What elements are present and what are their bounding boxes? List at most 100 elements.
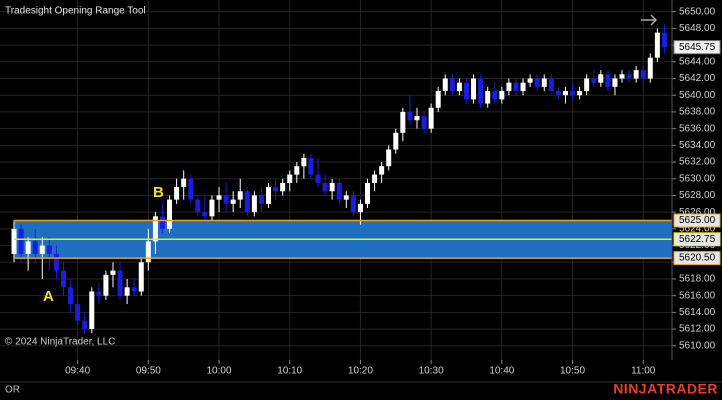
y-tick-label: 5614.00	[679, 307, 716, 318]
candle-body	[152, 216, 158, 242]
y-tick-label: 5612.00	[679, 324, 716, 335]
y-tick-label: 5650.00	[679, 6, 716, 17]
y-tick-label: 5618.00	[679, 274, 716, 285]
candle-body	[209, 199, 215, 217]
candle-body	[407, 111, 413, 121]
x-tick-label: 10:40	[489, 366, 514, 377]
chart-title: Tradesight Opening Range Tool	[5, 6, 146, 17]
candle-body	[350, 195, 356, 213]
y-tick-label: 5644.00	[679, 56, 716, 67]
marks	[11, 24, 672, 334]
candle-body	[626, 74, 632, 79]
y-tick-label: 5626.00	[679, 207, 716, 218]
candle-body	[251, 195, 257, 213]
candle-body	[138, 262, 144, 292]
candle-body	[421, 116, 427, 129]
candle-body	[336, 182, 342, 200]
y-tick-label: 5632.00	[679, 157, 716, 168]
candle-body	[60, 270, 66, 288]
candle-body	[195, 199, 201, 213]
y-tick-label: 5616.00	[679, 290, 716, 301]
x-tick-label: 09:40	[65, 366, 90, 377]
candle-body	[372, 174, 378, 183]
candle-body	[661, 32, 667, 48]
candle-body	[379, 166, 385, 175]
candle-body	[591, 78, 597, 83]
candle-body	[400, 111, 406, 133]
candle-body	[32, 241, 38, 254]
price-marker	[673, 232, 721, 247]
x-tick-label: 10:10	[277, 366, 302, 377]
price-marker-label: 5620.50	[679, 253, 716, 264]
candle-body	[548, 78, 554, 92]
last-price-marker	[673, 40, 721, 55]
candle-body	[442, 78, 448, 92]
candle-body	[216, 195, 222, 200]
candle-body	[230, 199, 236, 204]
candle-body	[386, 149, 392, 167]
y-tick-label: 5624.00	[679, 224, 716, 235]
x-tick-label: 10:50	[560, 366, 585, 377]
candle-body	[145, 241, 151, 263]
candle-body	[506, 82, 512, 92]
candle-body	[562, 91, 568, 96]
candle-body	[174, 187, 180, 200]
candle-body	[11, 228, 17, 254]
x-tick-label: 10:30	[419, 366, 444, 377]
candle-body	[124, 287, 130, 296]
candle-body	[456, 82, 462, 92]
x-tick-label: 10:00	[207, 366, 232, 377]
copyright: © 2024 NinjaTrader, LLC	[5, 337, 115, 348]
y-tick-label: 5648.00	[679, 23, 716, 34]
candle-body	[301, 157, 307, 167]
candle-body	[258, 195, 264, 204]
y-tick-label: 5636.00	[679, 123, 716, 134]
candle-body	[329, 182, 335, 192]
candle-body	[53, 253, 59, 271]
candle-body	[492, 91, 498, 100]
candle-body	[520, 82, 526, 92]
candle-body	[513, 82, 519, 92]
annotation: B	[153, 184, 164, 201]
candle-body	[527, 78, 533, 83]
candle-body	[89, 291, 95, 330]
arrow-icon	[641, 14, 658, 26]
candle-body	[266, 187, 272, 204]
candle-body	[471, 78, 477, 100]
candle-body	[449, 78, 455, 92]
candle-body	[18, 228, 24, 254]
y-tick-label: 5642.00	[679, 73, 716, 84]
candle-body	[39, 245, 45, 254]
candle-body	[96, 291, 102, 296]
y-tick-label: 5638.00	[679, 107, 716, 118]
footer-label: OR	[5, 385, 20, 396]
candle-body	[428, 107, 434, 129]
y-tick-label: 5628.00	[679, 190, 716, 201]
candle-body	[159, 216, 165, 229]
candle-body	[103, 274, 109, 296]
candle-body	[46, 245, 52, 254]
last-price-label: 5645.75	[679, 42, 716, 53]
candle-body	[584, 78, 590, 92]
candle-body	[244, 191, 250, 213]
candle-body	[463, 82, 469, 100]
candle-body	[75, 304, 81, 321]
price-marker-label: 5622.75	[679, 234, 716, 245]
candle-body	[478, 78, 484, 104]
grid	[0, 0, 672, 360]
candle-body	[280, 182, 286, 192]
candle-body	[640, 70, 646, 79]
candle-body	[647, 57, 653, 79]
y-tick-label: 5640.00	[679, 90, 716, 101]
x-tick-label: 09:50	[136, 366, 161, 377]
candle-body	[223, 195, 229, 204]
candle-body	[315, 174, 321, 183]
candle-body	[237, 191, 243, 200]
candle-body	[322, 182, 328, 192]
candle-body	[25, 241, 31, 254]
candle-body	[654, 32, 660, 58]
candle-body	[570, 91, 576, 96]
candle-body	[485, 91, 491, 104]
candle-body	[612, 78, 618, 87]
